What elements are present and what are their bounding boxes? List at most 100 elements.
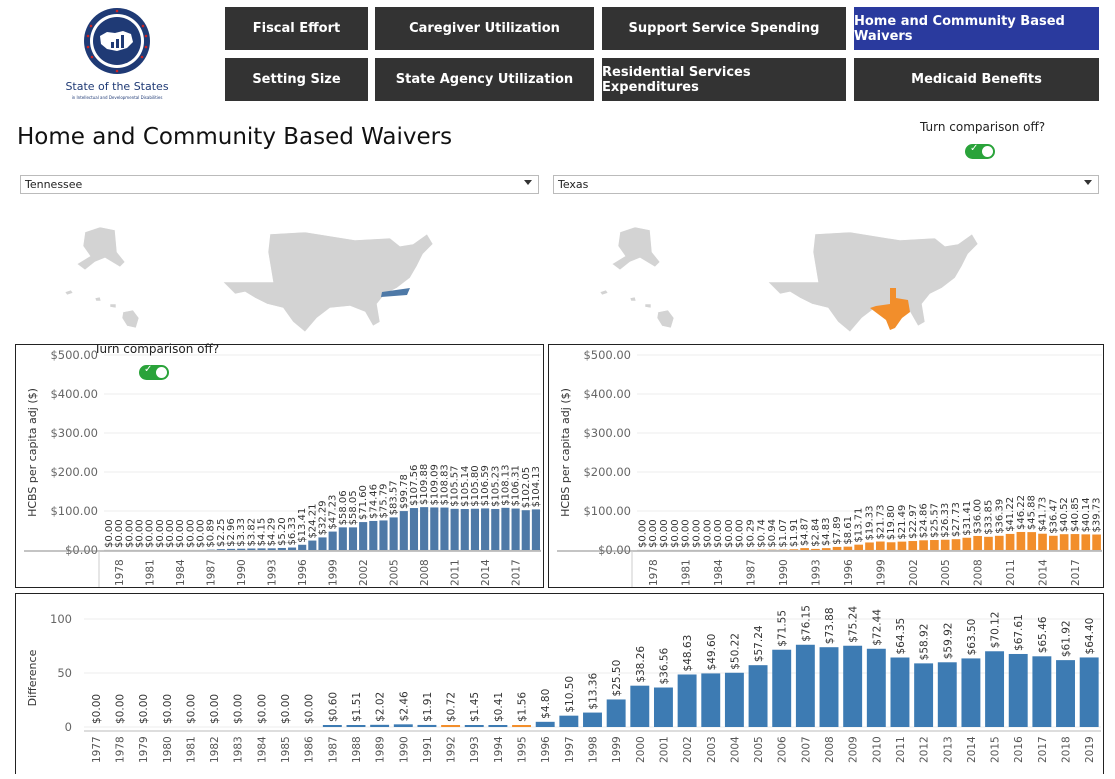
- bar: [522, 510, 530, 550]
- bar-value-label: $40.85: [1070, 497, 1081, 532]
- bar: [887, 542, 896, 550]
- bar-value-label: $22.97: [908, 504, 919, 539]
- x-tick-label: 1999: [328, 559, 340, 586]
- nav-fiscal-effort[interactable]: Fiscal Effort: [225, 7, 368, 50]
- x-tick-label: 2016: [1013, 736, 1025, 763]
- bar-value-label: $0.00: [91, 694, 103, 724]
- bar: [833, 547, 842, 550]
- bar: [876, 542, 885, 550]
- hawaii-shape: [65, 290, 139, 328]
- x-tick-label: 2005: [389, 559, 401, 586]
- bar: [654, 688, 673, 727]
- bar: [451, 509, 459, 550]
- bar: [512, 725, 531, 727]
- bar: [347, 725, 366, 727]
- check-icon: ✓: [970, 143, 978, 154]
- bar: [227, 549, 235, 550]
- bar-value-label: $70.12: [990, 612, 1002, 649]
- bar: [820, 647, 839, 727]
- bar: [465, 725, 484, 727]
- nav-caregiver-utilization[interactable]: Caregiver Utilization: [375, 7, 594, 50]
- bar: [1056, 660, 1075, 727]
- bar-value-label: $49.60: [706, 634, 718, 671]
- right-hcbs-chart: HCBS per capita adj ($)$0.00$100.00$200.…: [549, 345, 1103, 587]
- page-title: Home and Community Based Waivers: [17, 124, 452, 150]
- y-tick-label: $200.00: [583, 465, 631, 479]
- bar-value-label: $0.00: [735, 519, 746, 548]
- bar: [288, 548, 296, 550]
- bar: [1009, 654, 1028, 727]
- right-state-map[interactable]: [590, 222, 1030, 342]
- bar-value-label: $0.00: [659, 519, 670, 548]
- x-tick-label: 1981: [681, 559, 693, 586]
- nav-setting-size[interactable]: Setting Size: [225, 58, 368, 101]
- x-tick-label: 1980: [162, 736, 174, 763]
- nav-hcbs-waivers[interactable]: Home and Community Based Waivers: [854, 7, 1099, 50]
- bar: [559, 716, 578, 727]
- bar-value-label: $2.02: [375, 692, 387, 722]
- bar-value-label: $36.00: [973, 499, 984, 534]
- bar-value-label: $0.00: [670, 519, 681, 548]
- x-tick-label: 2017: [1037, 736, 1049, 763]
- bar-value-label: $0.00: [185, 694, 197, 724]
- bar-value-label: $4.87: [800, 517, 811, 546]
- x-tick-label: 1981: [145, 559, 157, 586]
- right-chart-frame: HCBS per capita adj ($)$0.00$100.00$200.…: [548, 344, 1104, 588]
- bar-value-label: $72.44: [871, 609, 883, 646]
- left-state-select[interactable]: Tennessee: [20, 175, 539, 194]
- bar-value-label: $75.24: [848, 606, 860, 643]
- chevron-down-icon: [1084, 180, 1092, 185]
- x-tick-label: 2002: [908, 559, 920, 586]
- bar: [318, 537, 326, 550]
- bar-value-label: $38.26: [635, 646, 647, 683]
- logo-subtitle: in Intellectual and Developmental Disabi…: [72, 95, 163, 100]
- bar-value-label: $59.92: [942, 623, 954, 660]
- bar: [536, 722, 555, 727]
- inner-comparison-toggle[interactable]: ✓: [139, 365, 169, 380]
- bar: [339, 527, 347, 550]
- x-tick-label: 2014: [1038, 559, 1050, 586]
- bar-value-label: $0.00: [114, 694, 126, 724]
- bar: [417, 725, 436, 727]
- bar: [854, 545, 863, 550]
- nav-support-service-spending[interactable]: Support Service Spending: [602, 7, 846, 50]
- bar-value-label: $33.85: [983, 500, 994, 535]
- bar-value-label: $0.29: [746, 519, 757, 548]
- bar-value-label: $0.00: [304, 694, 316, 724]
- x-tick-label: 2003: [706, 736, 718, 763]
- left-state-map[interactable]: [55, 222, 445, 342]
- comparison-toggle-label: Turn comparison off?: [920, 120, 1045, 134]
- right-state-select[interactable]: Texas: [553, 175, 1099, 194]
- chevron-down-icon: [524, 180, 532, 185]
- bar: [1060, 534, 1069, 550]
- bar-value-label: $71.55: [777, 610, 789, 647]
- bar: [789, 549, 798, 550]
- nav-state-agency-utilization[interactable]: State Agency Utilization: [375, 58, 594, 101]
- left-chart-frame: HCBS per capita adj ($)$0.00$100.00$200.…: [15, 344, 544, 588]
- y-tick-label: $400.00: [50, 387, 98, 401]
- bar-value-label: $1.91: [422, 692, 434, 722]
- bar: [984, 537, 993, 550]
- bar-value-label: $50.22: [729, 633, 741, 670]
- comparison-toggle[interactable]: ✓: [965, 144, 995, 159]
- x-tick-label: 1989: [375, 736, 387, 763]
- bar-value-label: $8.61: [843, 516, 854, 545]
- bar: [257, 548, 265, 550]
- nav-medicaid-benefits[interactable]: Medicaid Benefits: [854, 58, 1099, 101]
- bar: [1071, 534, 1080, 550]
- bar: [441, 725, 460, 727]
- nav-residential-services-expenditures[interactable]: Residential Services Expenditures: [602, 58, 846, 101]
- bar: [501, 508, 509, 550]
- x-tick-label: 1984: [713, 559, 725, 586]
- bar-value-label: $2.84: [810, 518, 821, 547]
- x-tick-label: 2014: [966, 736, 978, 763]
- bar: [471, 509, 479, 550]
- bar: [772, 650, 791, 727]
- y-tick-label: $500.00: [583, 348, 631, 362]
- bar: [1080, 657, 1099, 727]
- difference-chart: Difference050100$0.001977$0.001978$0.001…: [16, 594, 1103, 775]
- x-tick-label: 1978: [114, 559, 126, 586]
- x-tick-label: 1988: [351, 736, 363, 763]
- x-tick-label: 1990: [778, 559, 790, 586]
- bar-value-label: $40.14: [1081, 497, 1092, 532]
